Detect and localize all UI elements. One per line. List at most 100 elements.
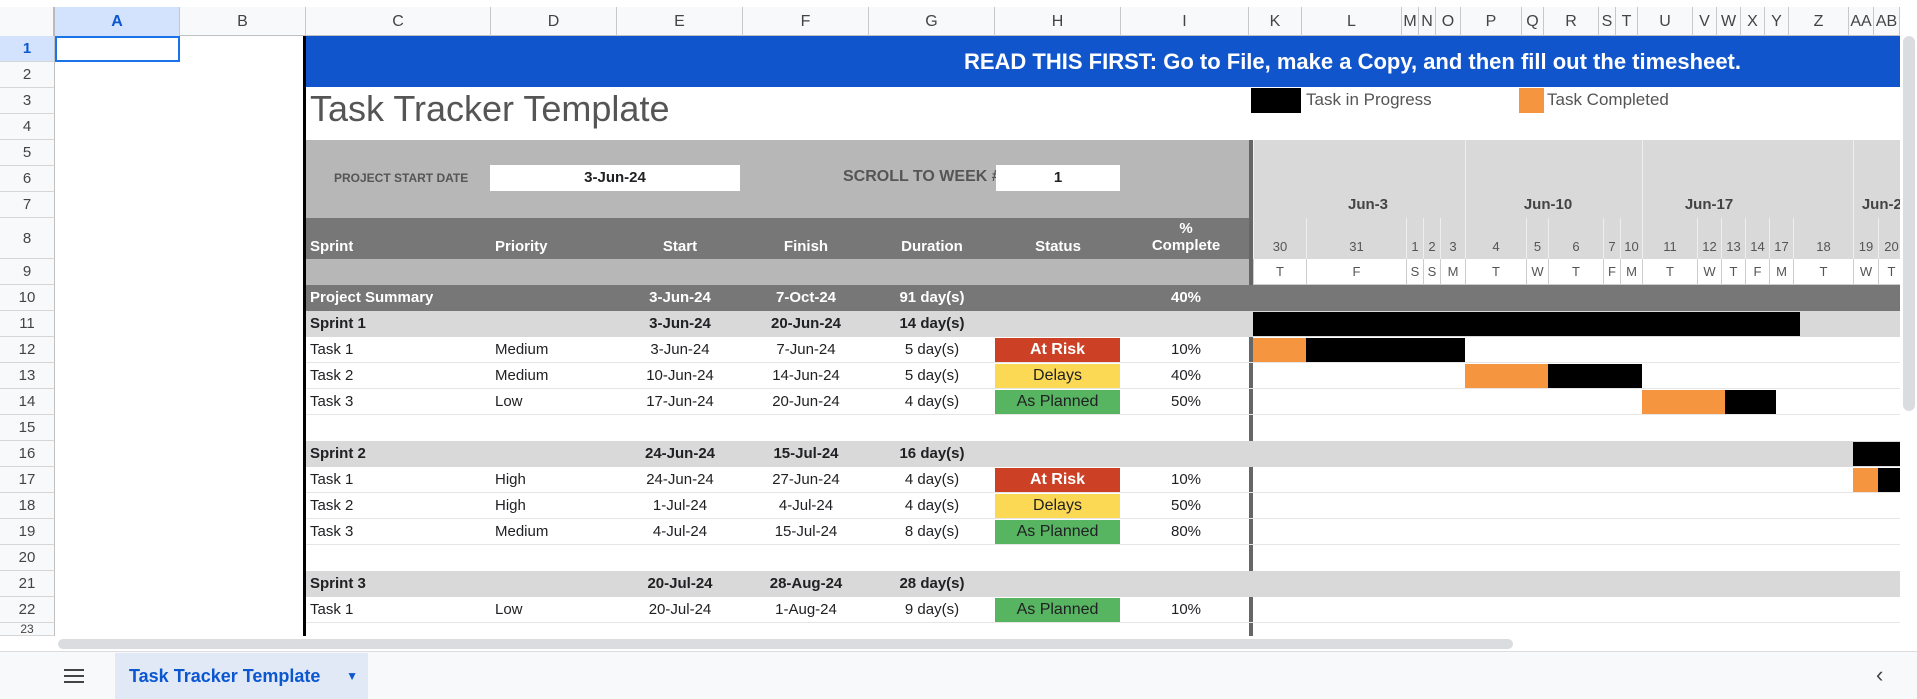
status-badge[interactable]: As Planned (995, 520, 1120, 544)
row-header-2[interactable]: 2 (0, 62, 55, 88)
status-badge[interactable]: Delays (995, 494, 1120, 518)
task-finish[interactable]: 14-Jun-24 (772, 367, 840, 384)
column-header-o[interactable]: O (1436, 7, 1461, 36)
row-header-13[interactable]: 13 (0, 363, 55, 389)
task-complete[interactable]: 10% (1170, 341, 1202, 358)
selected-cell-a1[interactable] (55, 36, 180, 62)
column-header-m[interactable]: M (1402, 7, 1419, 36)
column-header-q[interactable]: Q (1522, 7, 1544, 36)
row-header-11[interactable]: 11 (0, 311, 55, 337)
row-header-15[interactable]: 15 (0, 415, 55, 441)
row-header-17[interactable]: 17 (0, 467, 55, 493)
task-start[interactable]: 4-Jul-24 (652, 523, 708, 540)
row-header-1[interactable]: 1 (0, 36, 55, 62)
status-badge[interactable]: As Planned (995, 598, 1120, 622)
task-name[interactable]: Task 2 (310, 497, 354, 514)
row-header-9[interactable]: 9 (0, 259, 55, 285)
status-badge[interactable]: Delays (995, 364, 1120, 388)
task-start[interactable]: 17-Jun-24 (646, 393, 714, 410)
column-header-p[interactable]: P (1461, 7, 1522, 36)
column-header-y[interactable]: Y (1765, 7, 1789, 36)
column-header-n[interactable]: N (1419, 7, 1436, 36)
row-header-7[interactable]: 7 (0, 192, 55, 218)
sheet-tab-task-tracker[interactable]: Task Tracker Template ▼ (115, 653, 368, 699)
task-complete[interactable]: 50% (1170, 497, 1202, 514)
column-header-i[interactable]: I (1121, 7, 1249, 36)
task-name[interactable]: Task 3 (310, 523, 354, 540)
select-all-corner[interactable] (0, 7, 55, 36)
task-priority[interactable]: Medium (495, 367, 549, 384)
task-priority[interactable]: High (495, 471, 526, 488)
task-finish[interactable]: 4-Jul-24 (778, 497, 834, 514)
status-badge[interactable]: As Planned (995, 390, 1120, 414)
column-header-f[interactable]: F (743, 7, 869, 36)
row-header-19[interactable]: 19 (0, 519, 55, 545)
row-header-12[interactable]: 12 (0, 337, 55, 363)
column-header-v[interactable]: V (1693, 7, 1717, 36)
column-header-z[interactable]: Z (1789, 7, 1849, 36)
chevron-down-icon[interactable]: ▼ (346, 669, 358, 683)
status-badge[interactable]: At Risk (995, 338, 1120, 362)
task-priority[interactable]: Medium (495, 523, 549, 540)
task-priority[interactable]: Low (495, 393, 523, 410)
column-header-d[interactable]: D (491, 7, 617, 36)
project-start-input[interactable]: 3-Jun-24 (490, 165, 740, 191)
task-name[interactable]: Task 3 (310, 393, 354, 410)
horizontal-scrollbar[interactable] (58, 639, 1513, 649)
row-header-6[interactable]: 6 (0, 166, 55, 192)
column-header-h[interactable]: H (995, 7, 1121, 36)
column-header-r[interactable]: R (1544, 7, 1599, 36)
task-complete[interactable]: 10% (1170, 471, 1202, 488)
collapse-sidebar-icon[interactable]: ‹ (1876, 662, 1884, 687)
task-priority[interactable]: Low (495, 601, 523, 618)
vertical-scrollbar[interactable] (1903, 36, 1915, 411)
column-header-a[interactable]: A (55, 7, 180, 36)
task-name[interactable]: Task 1 (310, 471, 354, 488)
row-header-3[interactable]: 3 (0, 88, 55, 114)
task-finish[interactable]: 15-Jul-24 (774, 523, 838, 540)
column-header-b[interactable]: B (180, 7, 306, 36)
column-header-u[interactable]: U (1638, 7, 1693, 36)
task-complete[interactable]: 80% (1170, 523, 1202, 540)
task-start[interactable]: 24-Jun-24 (646, 471, 714, 488)
task-finish[interactable]: 1-Aug-24 (775, 601, 837, 618)
row-header-16[interactable]: 16 (0, 441, 55, 467)
column-header-t[interactable]: T (1616, 7, 1638, 36)
task-start[interactable]: 1-Jul-24 (652, 497, 708, 514)
task-start[interactable]: 20-Jul-24 (648, 601, 712, 618)
row-header-20[interactable]: 20 (0, 545, 55, 571)
column-header-s[interactable]: S (1599, 7, 1616, 36)
column-header-x[interactable]: X (1741, 7, 1765, 36)
task-name[interactable]: Task 1 (310, 341, 354, 358)
column-header-e[interactable]: E (617, 7, 743, 36)
all-sheets-menu-icon[interactable] (64, 666, 84, 684)
task-name[interactable]: Task 2 (310, 367, 354, 384)
row-header-22[interactable]: 22 (0, 597, 55, 623)
task-finish[interactable]: 20-Jun-24 (772, 393, 840, 410)
column-header-l[interactable]: L (1302, 7, 1402, 36)
row-header-18[interactable]: 18 (0, 493, 55, 519)
row-header-4[interactable]: 4 (0, 114, 55, 140)
row-header-8[interactable]: 8 (0, 218, 55, 259)
row-header-10[interactable]: 10 (0, 285, 55, 311)
task-name[interactable]: Task 1 (310, 601, 354, 618)
scroll-week-input[interactable]: 1 (996, 165, 1120, 191)
row-header-21[interactable]: 21 (0, 571, 55, 597)
column-header-c[interactable]: C (306, 7, 491, 36)
row-header-5[interactable]: 5 (0, 140, 55, 166)
task-complete[interactable]: 10% (1170, 601, 1202, 618)
column-header-g[interactable]: G (869, 7, 995, 36)
column-header-ab[interactable]: AB (1874, 7, 1900, 36)
task-complete[interactable]: 50% (1170, 393, 1202, 410)
task-priority[interactable]: Medium (495, 341, 549, 358)
task-priority[interactable]: High (495, 497, 526, 514)
column-header-w[interactable]: W (1717, 7, 1741, 36)
task-start[interactable]: 10-Jun-24 (646, 367, 714, 384)
column-header-k[interactable]: K (1249, 7, 1302, 36)
task-start[interactable]: 3-Jun-24 (650, 341, 710, 358)
task-complete[interactable]: 40% (1170, 367, 1202, 384)
task-finish[interactable]: 7-Jun-24 (776, 341, 836, 358)
row-header-23[interactable]: 23 (0, 623, 55, 636)
task-finish[interactable]: 27-Jun-24 (772, 471, 840, 488)
column-header-aa[interactable]: AA (1849, 7, 1874, 36)
